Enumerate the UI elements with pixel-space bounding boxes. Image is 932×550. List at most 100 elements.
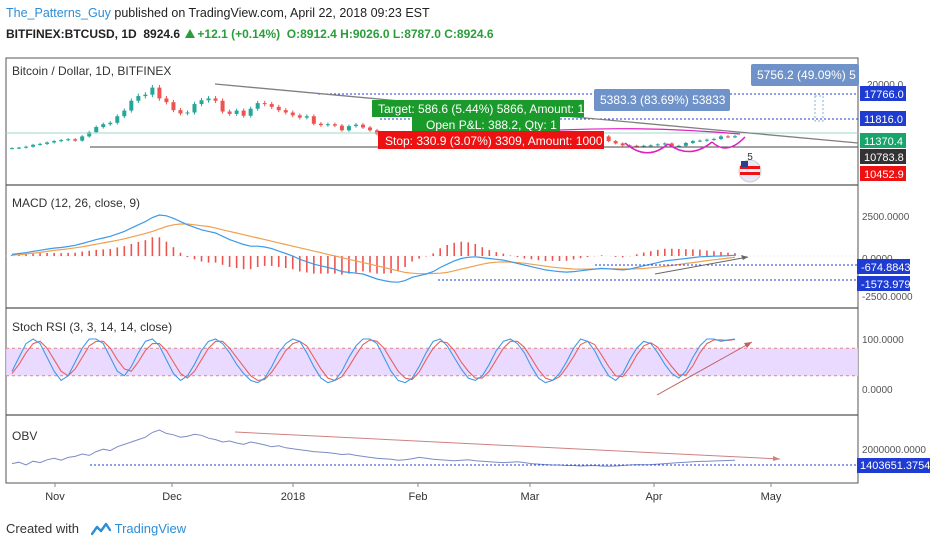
x-tick-label: Dec	[162, 491, 182, 503]
candle	[31, 144, 36, 147]
flag-canton	[741, 161, 748, 167]
candle	[276, 106, 281, 111]
macd-line	[11, 214, 736, 283]
candle	[648, 145, 653, 147]
price-axis-label-text: 11370.4	[864, 136, 903, 148]
candle	[66, 139, 71, 141]
arrow-head-icon	[773, 456, 780, 461]
arrow-head-icon	[744, 342, 752, 348]
stoch-trend-line	[656, 341, 753, 396]
macd-pane-title: MACD (12, 26, close, 9)	[12, 196, 140, 210]
created-with-text: Created with	[6, 521, 79, 536]
candle	[80, 136, 85, 141]
footer: Created with TradingView	[6, 521, 186, 536]
macd-axis-tick: -2500.0000	[862, 292, 913, 303]
event-count: 5	[747, 152, 753, 163]
candle	[634, 145, 639, 147]
candle	[192, 104, 197, 113]
price-axis-label-text: 11816.0	[864, 114, 903, 126]
neck-line	[559, 128, 741, 135]
candle	[108, 122, 113, 125]
candle	[94, 127, 99, 133]
candle	[676, 145, 681, 147]
candle	[332, 124, 337, 126]
macd-axis-label-text: -1573.9795	[861, 279, 917, 291]
candle	[122, 110, 127, 117]
candle	[199, 100, 204, 105]
price-axis-label	[860, 111, 906, 126]
up-triangle-icon	[185, 29, 196, 38]
candle	[641, 145, 646, 147]
candle	[620, 143, 625, 146]
stop-box	[378, 131, 604, 149]
signal-line	[11, 223, 736, 275]
candle	[17, 147, 22, 149]
range-note-label: 5383.3 (83.69%) 53833	[600, 93, 726, 107]
projection-box	[814, 95, 824, 122]
candle	[59, 140, 64, 142]
candle	[725, 136, 730, 138]
candle	[150, 87, 155, 95]
candle	[655, 144, 660, 146]
x-tick-label: Mar	[521, 491, 540, 503]
candle	[73, 139, 78, 141]
candle	[143, 94, 148, 97]
price-pane-title: Bitcoin / Dollar, 1D, BITFINEX	[12, 64, 171, 78]
candle	[255, 103, 260, 109]
candle	[87, 132, 92, 137]
candle	[606, 136, 611, 142]
candle	[704, 139, 709, 141]
candle	[45, 142, 50, 144]
candle	[52, 141, 57, 143]
arrow-head-icon	[741, 255, 748, 260]
candle	[269, 104, 274, 107]
candle	[206, 98, 211, 101]
candle	[325, 124, 330, 126]
obv-axis-label-text: 1403651.3754	[860, 460, 930, 472]
candle	[136, 96, 141, 101]
candle	[697, 140, 702, 142]
price-axis-label	[860, 133, 906, 148]
stoch-pane-title: Stoch RSI (3, 3, 14, 14, close)	[12, 320, 172, 334]
stoch-d-line	[11, 338, 736, 381]
price-axis-label	[860, 149, 906, 164]
price-axis-label-text: 17766.0	[864, 89, 904, 101]
candle	[227, 111, 232, 114]
tradingview-brand[interactable]: TradingView	[114, 521, 187, 536]
arc-pattern	[711, 136, 746, 149]
candle	[290, 112, 295, 116]
last-price: 8924.6	[143, 27, 181, 41]
author-link[interactable]: The_Patterns_Guy	[6, 6, 111, 20]
x-tick-label: Feb	[409, 491, 428, 503]
macd-axis-label-text: -674.8843	[861, 262, 911, 274]
change-value: +12.1 (+0.14%)	[197, 27, 281, 41]
price-axis-label-text: 10452.9	[864, 169, 904, 181]
macd-axis-label	[857, 276, 910, 291]
candle	[171, 102, 176, 111]
candle	[115, 116, 120, 123]
published-text: published on TradingView.com, April 22, …	[114, 6, 430, 20]
candle	[24, 146, 29, 148]
candle	[185, 112, 190, 114]
price-axis-label	[860, 166, 906, 181]
open-pl-label: Open P&L: 388.2, Qty: 1	[426, 118, 557, 132]
candle	[262, 103, 267, 105]
candle	[711, 138, 716, 140]
range-note-label-2: 5756.2 (49.09%) 5	[757, 68, 856, 82]
arc-pattern	[667, 141, 713, 153]
candle	[157, 87, 162, 99]
candle	[375, 130, 380, 135]
candle	[164, 98, 169, 103]
candle	[283, 110, 288, 113]
flag-stripe	[740, 172, 760, 175]
candle	[10, 148, 14, 150]
candle	[220, 100, 225, 112]
arc-pattern	[624, 142, 669, 154]
candle	[613, 141, 618, 144]
stoch-axis-tick: 100.0000	[862, 335, 904, 346]
macd-axis-label	[857, 259, 910, 274]
candle	[129, 100, 134, 111]
obv-axis-tick: 2000000.0000	[862, 445, 926, 456]
candle	[101, 124, 106, 128]
